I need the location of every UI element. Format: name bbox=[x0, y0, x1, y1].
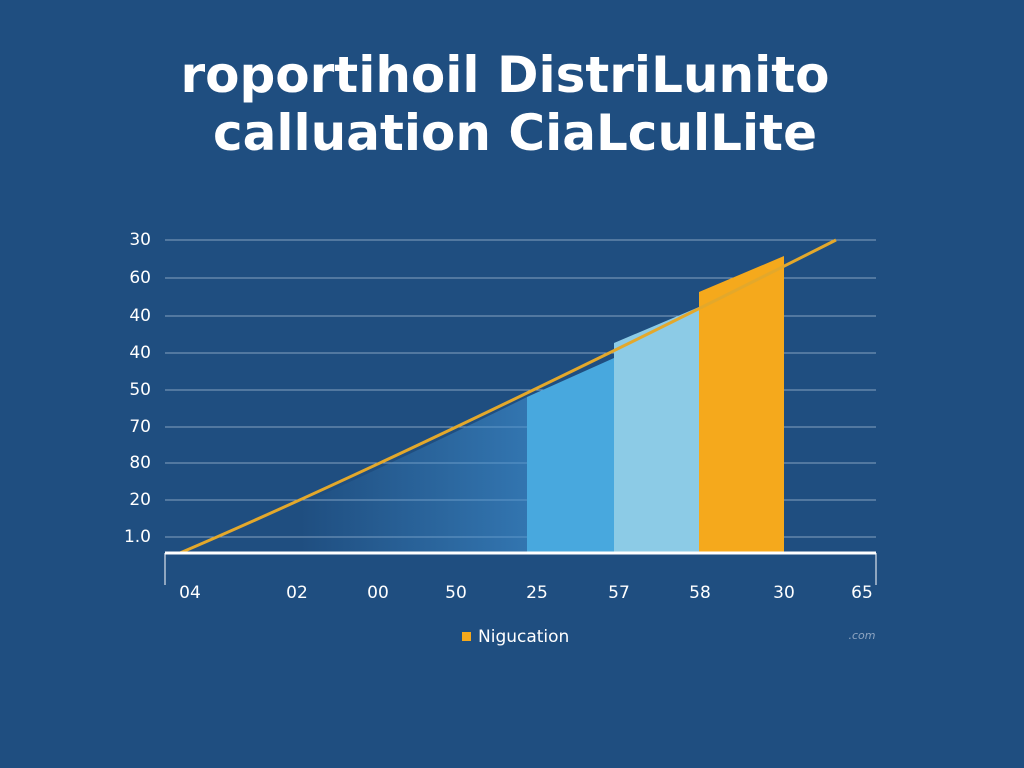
y-tick-label: 40 bbox=[129, 306, 151, 326]
x-tick-label: 58 bbox=[689, 583, 711, 603]
x-tick-label: 65 bbox=[851, 583, 873, 603]
y-tick-label: 1.0 bbox=[124, 527, 151, 547]
trend-line bbox=[179, 238, 837, 555]
shaded-area bbox=[300, 397, 527, 553]
bar bbox=[614, 307, 699, 553]
y-tick-label: 30 bbox=[129, 230, 151, 250]
bar bbox=[527, 358, 614, 553]
y-tick-label: 50 bbox=[129, 380, 151, 400]
x-tick-label: 02 bbox=[286, 583, 308, 603]
watermark: .com bbox=[849, 629, 876, 642]
tick-labels: 30 60 40 40 50 70 80 20 1.0 04 02 00 50 25 57 58 30 65 bbox=[124, 230, 873, 603]
bar bbox=[699, 256, 784, 553]
y-tick-label: 70 bbox=[129, 417, 151, 437]
y-tick-label: 20 bbox=[129, 490, 151, 510]
title-line: roportihoil DistriLunito bbox=[180, 46, 829, 104]
title-line: calluation CiaLculLite bbox=[213, 104, 817, 162]
x-tick-label: 04 bbox=[179, 583, 201, 603]
legend-label: Nigucation bbox=[478, 627, 569, 647]
y-tick-label: 60 bbox=[129, 268, 151, 288]
y-tick-label: 80 bbox=[129, 453, 151, 473]
x-tick-label: 57 bbox=[608, 583, 630, 603]
legend-swatch bbox=[462, 632, 471, 641]
x-tick-label: 00 bbox=[367, 583, 389, 603]
x-tick-label: 30 bbox=[773, 583, 795, 603]
y-tick-label: 40 bbox=[129, 343, 151, 363]
x-tick-label: 50 bbox=[445, 583, 467, 603]
x-tick-label: 25 bbox=[526, 583, 548, 603]
